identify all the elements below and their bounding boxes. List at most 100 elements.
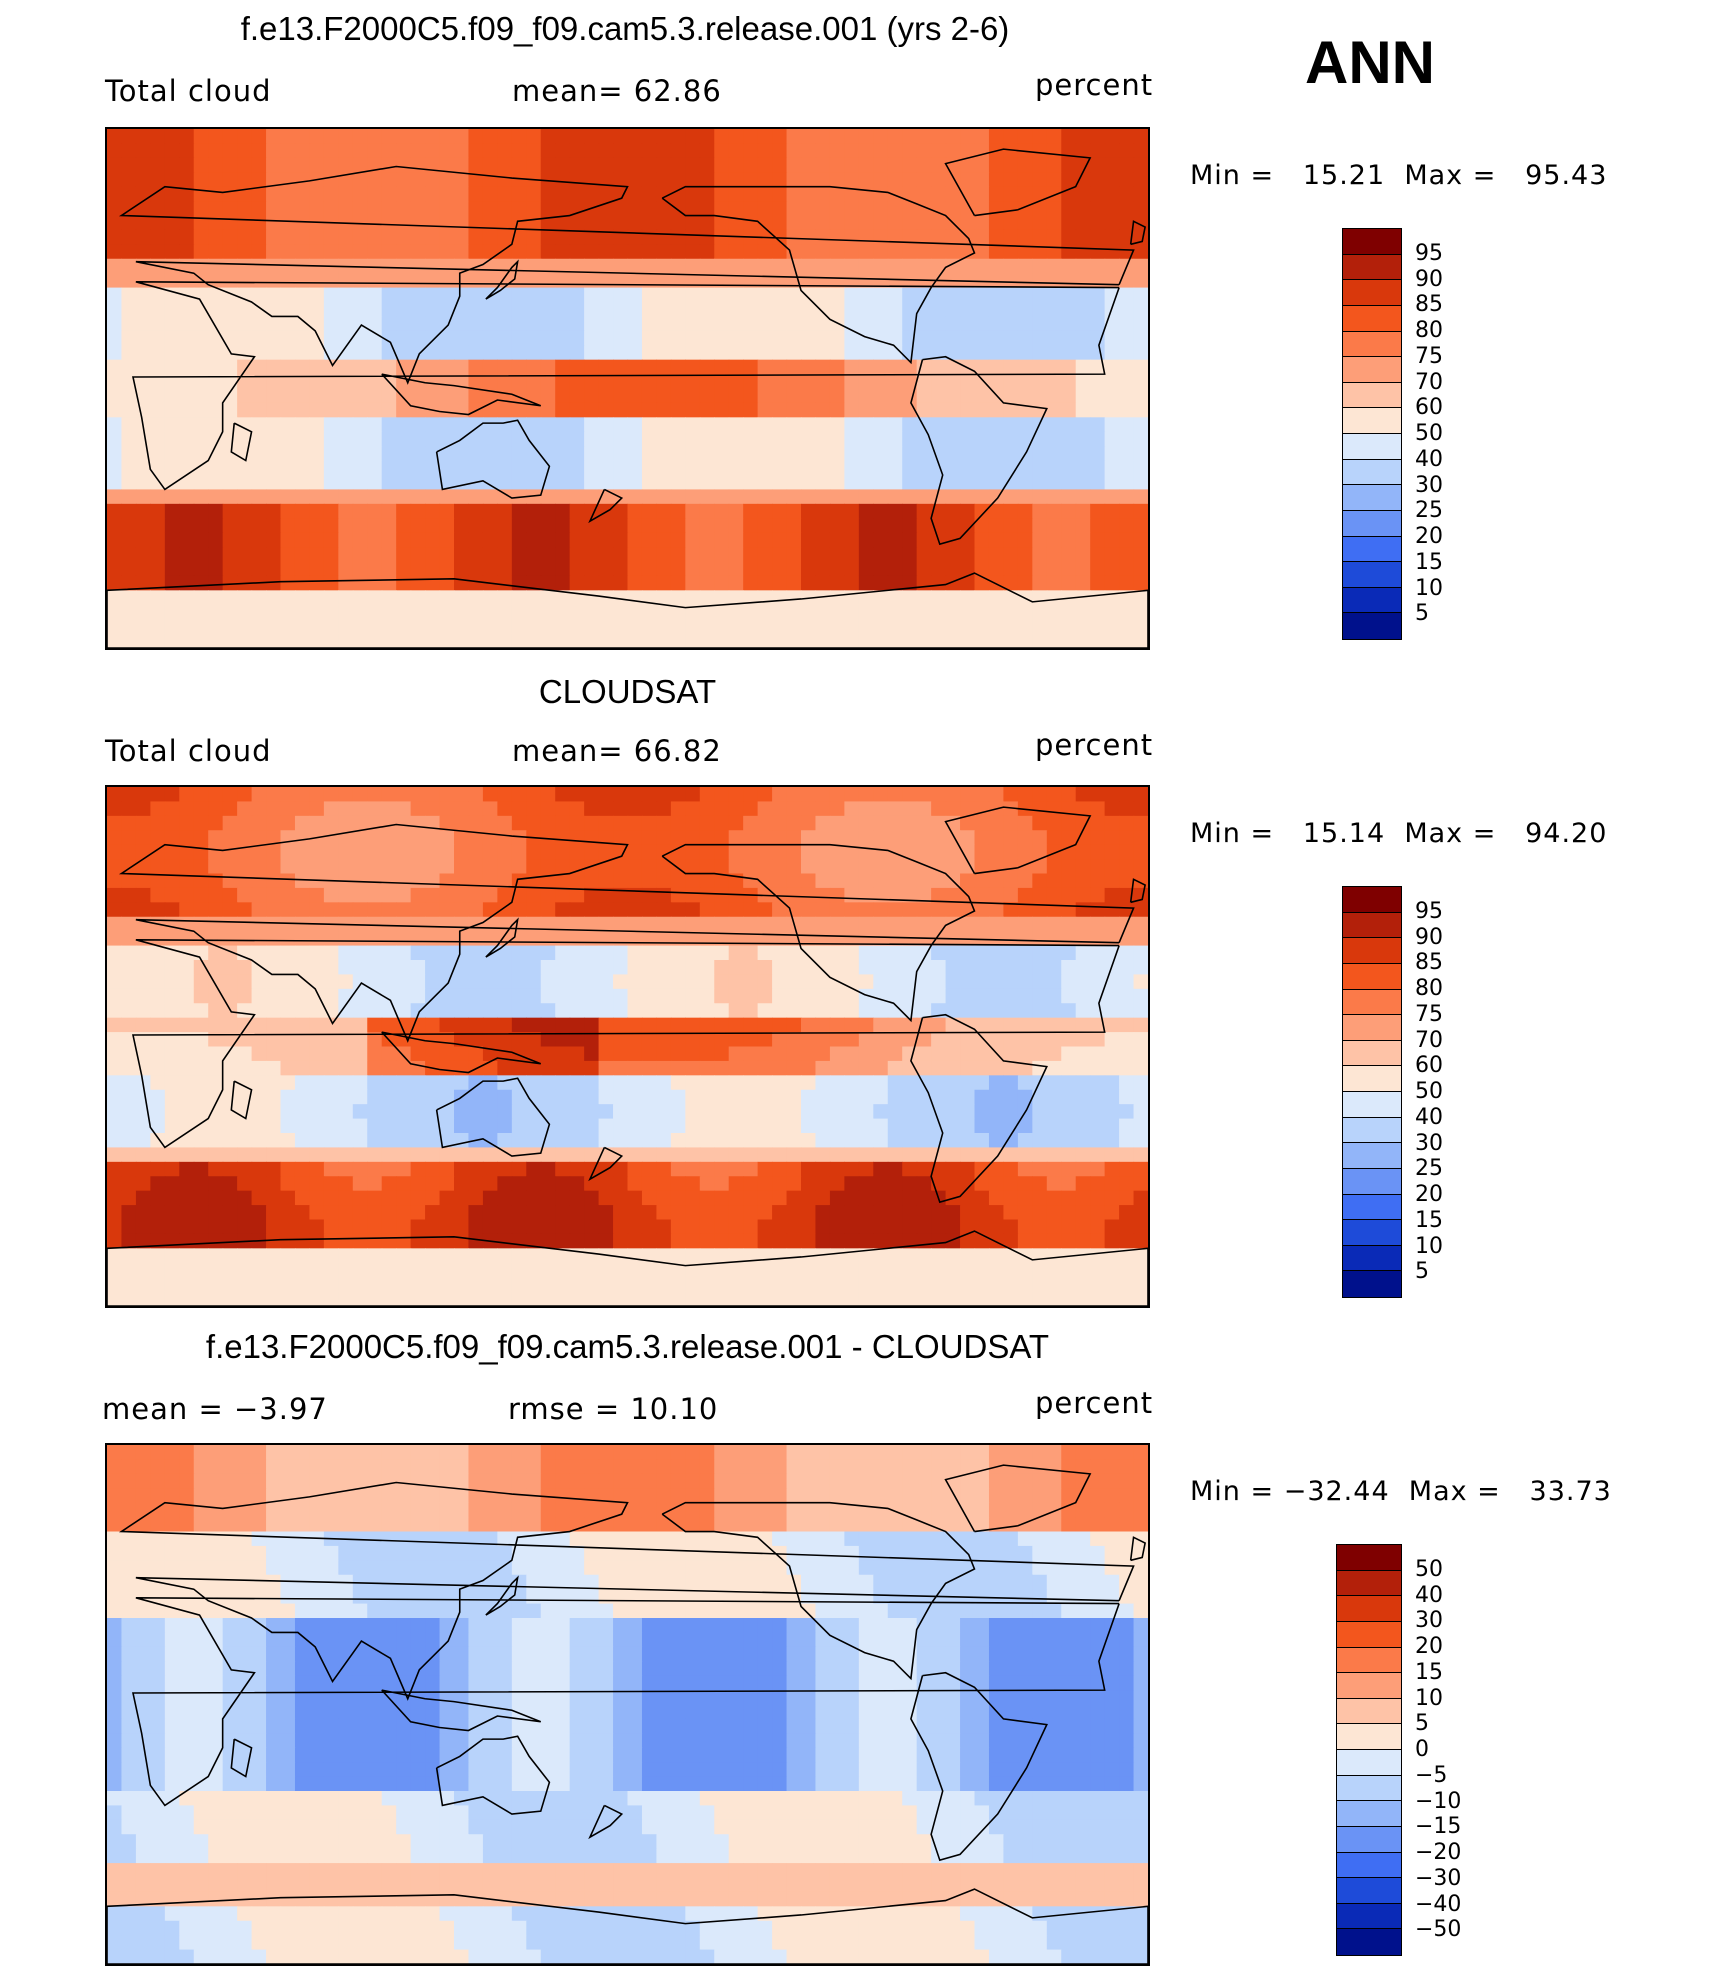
field-cell [425, 201, 441, 217]
field-cell [1032, 1089, 1048, 1105]
field-cell [815, 143, 831, 159]
field-cell [945, 287, 961, 303]
field-cell [1003, 1075, 1019, 1091]
field-cell [714, 1205, 730, 1221]
colorbar-swatch [1343, 280, 1401, 306]
field-cell [454, 172, 470, 188]
field-cell [613, 902, 629, 918]
field-cell [121, 302, 137, 318]
field-cell [482, 1205, 498, 1221]
field-cell [280, 1133, 296, 1149]
field-cell [222, 186, 238, 202]
field-cell [728, 1190, 744, 1206]
field-cell [121, 172, 137, 188]
field-cell [887, 974, 903, 990]
field-cell [1133, 1017, 1148, 1033]
field-cell [743, 1190, 759, 1206]
field-cell [656, 945, 672, 961]
field-cell [381, 215, 397, 231]
field-cell [569, 945, 585, 961]
field-cell [1133, 359, 1148, 375]
field-cell [1133, 830, 1148, 846]
field-cell [960, 604, 976, 620]
field-cell [743, 1176, 759, 1192]
colorbar-swatch [1343, 357, 1401, 383]
field-cell [338, 801, 354, 817]
field-cell [916, 157, 932, 173]
field-cell [396, 1248, 412, 1264]
field-cell [685, 916, 701, 932]
field-cell [323, 945, 339, 961]
field-cell [266, 186, 282, 202]
field-cell [670, 1089, 686, 1105]
field-cell [1075, 302, 1091, 318]
field-cell [569, 1118, 585, 1134]
field-cell [1119, 787, 1135, 803]
field-cell [786, 830, 802, 846]
field-cell [381, 887, 397, 903]
colorbar-tick-label: 95 [1415, 240, 1443, 266]
field-cell [511, 561, 527, 577]
field-cell [815, 787, 831, 803]
field-cell [526, 330, 542, 346]
field-cell [193, 302, 209, 318]
field-cell [1133, 1161, 1148, 1177]
field-cell [728, 186, 744, 202]
field-cell [815, 229, 831, 245]
field-cell [685, 345, 701, 361]
field-cell [107, 619, 123, 635]
field-cell [801, 787, 817, 803]
field-cell [613, 801, 629, 817]
field-cell [1061, 1104, 1077, 1120]
field-cell [772, 157, 788, 173]
field-cell [569, 1003, 585, 1019]
field-cell [309, 1003, 325, 1019]
field-cell [121, 417, 137, 433]
field-cell [1104, 590, 1120, 606]
field-cell [1032, 887, 1048, 903]
field-cell [135, 590, 151, 606]
field-cell [757, 1089, 773, 1105]
field-cell [555, 902, 571, 918]
field-cell [150, 1190, 166, 1206]
field-cell [150, 186, 166, 202]
field-cell [598, 1190, 614, 1206]
field-cell [454, 330, 470, 346]
field-cell [121, 129, 137, 145]
field-cell [598, 446, 614, 462]
field-cell [916, 503, 932, 519]
field-cell [410, 129, 426, 145]
field-cell [584, 787, 600, 803]
field-cell [887, 201, 903, 217]
field-cell [858, 1176, 874, 1192]
field-cell [887, 518, 903, 534]
field-cell [468, 988, 484, 1004]
field-cell [555, 431, 571, 447]
field-cell [584, 561, 600, 577]
field-cell [468, 1176, 484, 1192]
field-cell [107, 475, 123, 491]
field-cell [511, 590, 527, 606]
field-cell [555, 619, 571, 635]
field-cell [222, 532, 238, 548]
field-cell [916, 417, 932, 433]
field-cell [208, 960, 224, 976]
field-cell [367, 201, 383, 217]
field-cell [1003, 258, 1019, 274]
field-cell [266, 157, 282, 173]
field-cell [916, 244, 932, 260]
field-cell [555, 604, 571, 620]
field-cell [1017, 244, 1033, 260]
field-cell [352, 1089, 368, 1105]
field-cell [757, 503, 773, 519]
field-cell [656, 244, 672, 260]
field-cell [425, 532, 441, 548]
field-cell [121, 143, 137, 159]
field-cell [1003, 330, 1019, 346]
field-cell [1017, 1205, 1033, 1221]
field-cell [555, 1060, 571, 1076]
field-cell [757, 431, 773, 447]
field-cell [497, 143, 513, 159]
field-cell [613, 402, 629, 418]
field-cell [482, 402, 498, 418]
